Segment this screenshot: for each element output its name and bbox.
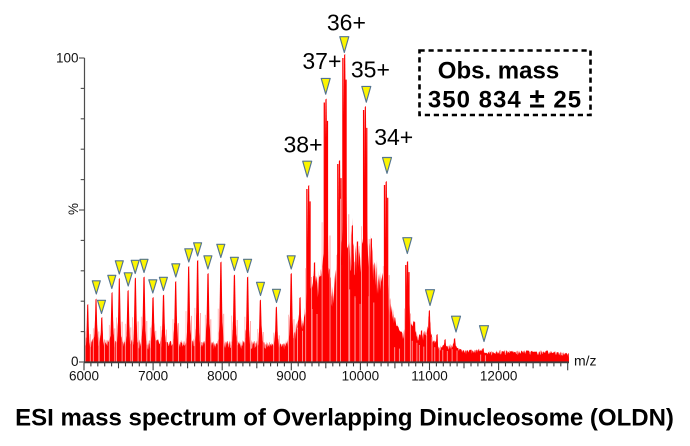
svg-text:100: 100 xyxy=(56,51,79,66)
svg-text:35+: 35+ xyxy=(351,57,390,83)
svg-text:Obs. mass: Obs. mass xyxy=(438,58,559,85)
svg-text:11000: 11000 xyxy=(411,369,448,384)
svg-text:10000: 10000 xyxy=(342,369,380,384)
svg-text:350 834 ± 25: 350 834 ± 25 xyxy=(428,83,582,114)
svg-text:7000: 7000 xyxy=(138,369,168,384)
svg-text:36+: 36+ xyxy=(327,10,366,36)
svg-text:9000: 9000 xyxy=(276,369,306,384)
svg-text:6000: 6000 xyxy=(69,369,99,384)
svg-text:8000: 8000 xyxy=(207,369,237,384)
svg-text:ESI mass spectrum of Overlappi: ESI mass spectrum of Overlapping Dinucle… xyxy=(15,405,674,432)
svg-text:38+: 38+ xyxy=(283,132,322,158)
svg-text:0: 0 xyxy=(71,354,79,369)
svg-text:37+: 37+ xyxy=(302,48,341,74)
svg-text:%: % xyxy=(66,203,81,215)
svg-text:12000: 12000 xyxy=(480,369,518,384)
svg-text:34+: 34+ xyxy=(374,124,413,150)
svg-text:m/z: m/z xyxy=(574,353,597,369)
